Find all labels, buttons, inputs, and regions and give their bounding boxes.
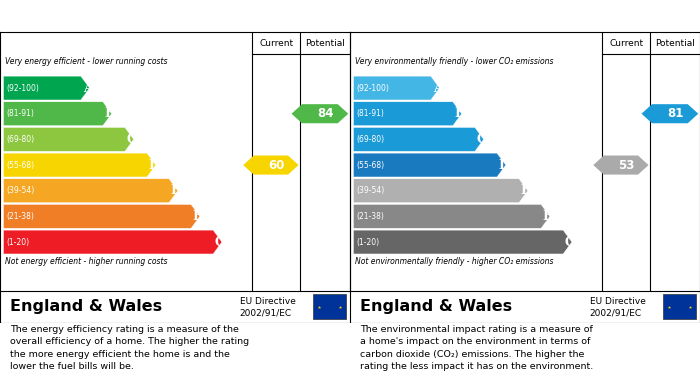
Text: The energy efficiency rating is a measure of the
overall efficiency of a home. T: The energy efficiency rating is a measur… xyxy=(10,325,250,371)
Text: EU Directive
2002/91/EC: EU Directive 2002/91/EC xyxy=(239,296,295,317)
Polygon shape xyxy=(4,76,90,100)
Text: D: D xyxy=(148,158,160,172)
Polygon shape xyxy=(354,102,462,126)
Polygon shape xyxy=(354,127,484,151)
Text: (1-20): (1-20) xyxy=(356,238,379,247)
Text: (92-100): (92-100) xyxy=(6,84,39,93)
Text: 60: 60 xyxy=(268,158,284,172)
Polygon shape xyxy=(4,230,222,254)
Text: (69-80): (69-80) xyxy=(356,135,384,144)
Text: B: B xyxy=(455,107,466,120)
Text: Environmental Impact (CO₂) Rating: Environmental Impact (CO₂) Rating xyxy=(358,9,621,23)
Polygon shape xyxy=(4,153,155,177)
Polygon shape xyxy=(244,156,298,175)
Polygon shape xyxy=(4,127,134,151)
Text: Potential: Potential xyxy=(305,39,345,48)
Text: England & Wales: England & Wales xyxy=(360,300,512,314)
Text: EU Directive
2002/91/EC: EU Directive 2002/91/EC xyxy=(589,296,645,317)
Text: Not environmentally friendly - higher CO₂ emissions: Not environmentally friendly - higher CO… xyxy=(355,256,554,265)
Text: (55-68): (55-68) xyxy=(356,161,384,170)
Text: A: A xyxy=(433,82,442,95)
Text: Energy Efficiency Rating: Energy Efficiency Rating xyxy=(8,9,192,23)
Text: (55-68): (55-68) xyxy=(6,161,34,170)
Polygon shape xyxy=(354,204,550,228)
Text: (69-80): (69-80) xyxy=(6,135,34,144)
Polygon shape xyxy=(354,76,440,100)
Polygon shape xyxy=(292,104,349,123)
Text: Potential: Potential xyxy=(655,39,695,48)
FancyBboxPatch shape xyxy=(662,294,696,319)
Text: (1-20): (1-20) xyxy=(6,238,29,247)
Text: F: F xyxy=(542,210,552,223)
Polygon shape xyxy=(4,204,200,228)
Text: 84: 84 xyxy=(317,107,333,120)
Polygon shape xyxy=(354,153,505,177)
Polygon shape xyxy=(4,102,112,126)
Text: F: F xyxy=(193,210,202,223)
Text: Very energy efficient - lower running costs: Very energy efficient - lower running co… xyxy=(6,57,168,66)
Polygon shape xyxy=(4,179,178,203)
Text: 53: 53 xyxy=(618,158,634,172)
Text: Current: Current xyxy=(609,39,643,48)
Text: (21-38): (21-38) xyxy=(6,212,34,221)
FancyBboxPatch shape xyxy=(312,294,346,319)
Polygon shape xyxy=(354,230,572,254)
FancyBboxPatch shape xyxy=(350,291,700,323)
Polygon shape xyxy=(354,179,528,203)
Polygon shape xyxy=(641,104,699,123)
Text: A: A xyxy=(83,82,92,95)
Text: 81: 81 xyxy=(667,107,683,120)
Text: C: C xyxy=(127,133,136,146)
Text: (21-38): (21-38) xyxy=(356,212,384,221)
Text: England & Wales: England & Wales xyxy=(10,300,162,314)
Text: (39-54): (39-54) xyxy=(6,186,34,195)
Text: B: B xyxy=(105,107,116,120)
Text: C: C xyxy=(477,133,486,146)
Text: (81-91): (81-91) xyxy=(6,109,34,118)
Text: G: G xyxy=(565,235,575,249)
Text: E: E xyxy=(521,184,531,197)
Text: Current: Current xyxy=(259,39,293,48)
Text: D: D xyxy=(498,158,510,172)
Text: The environmental impact rating is a measure of
a home's impact on the environme: The environmental impact rating is a mea… xyxy=(360,325,594,371)
Text: G: G xyxy=(215,235,225,249)
Text: (39-54): (39-54) xyxy=(356,186,384,195)
FancyBboxPatch shape xyxy=(0,291,350,323)
Text: (81-91): (81-91) xyxy=(356,109,384,118)
Polygon shape xyxy=(594,156,648,175)
Text: E: E xyxy=(171,184,181,197)
Text: Not energy efficient - higher running costs: Not energy efficient - higher running co… xyxy=(6,256,168,265)
Text: (92-100): (92-100) xyxy=(356,84,389,93)
Text: Very environmentally friendly - lower CO₂ emissions: Very environmentally friendly - lower CO… xyxy=(355,57,554,66)
